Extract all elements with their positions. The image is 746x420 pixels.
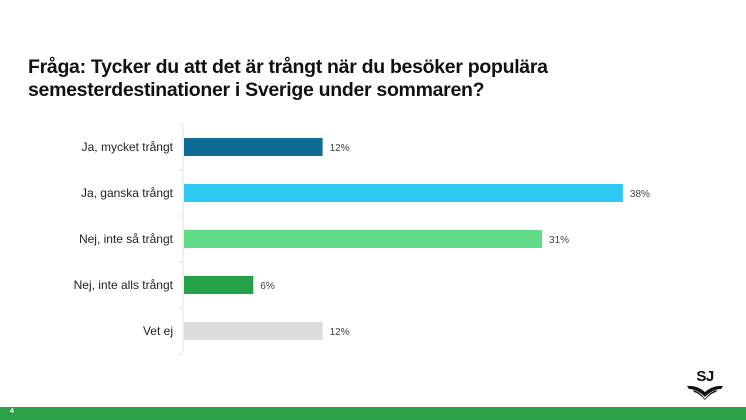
value-labels: 12% 38% 31% 6% 12%	[260, 143, 650, 338]
axis-ticks	[179, 123, 183, 355]
bar	[184, 138, 323, 156]
bars	[184, 138, 623, 340]
value-label: 6%	[260, 281, 275, 292]
category-label: Ja, mycket trångt	[82, 140, 174, 154]
bar-chart: Ja, mycket trångt Ja, ganska trångt Nej, i…	[74, 123, 650, 355]
logo-wings-icon	[687, 385, 723, 400]
category-label: Nej, inte så trångt	[79, 232, 174, 246]
chart-title: Fråga: Tycker du att det är trångt när d…	[28, 56, 548, 101]
bar	[184, 184, 623, 202]
page-number: 4	[10, 408, 14, 415]
value-label: 38%	[630, 189, 650, 200]
logo-text: SJ	[696, 368, 714, 385]
category-label: Ja, ganska trångt	[81, 186, 174, 200]
value-label: 12%	[330, 327, 350, 338]
bar	[184, 276, 254, 294]
category-label: Nej, inte alls trångt	[74, 278, 174, 292]
value-label: 31%	[549, 235, 569, 246]
category-labels: Ja, mycket trångt Ja, ganska trångt Nej, i…	[74, 140, 174, 338]
category-label: Vet ej	[143, 324, 173, 338]
value-label: 12%	[330, 143, 350, 154]
footer-bar: 4	[0, 407, 746, 420]
sj-logo: SJ	[683, 368, 727, 400]
bar	[184, 322, 323, 340]
bar	[184, 230, 543, 248]
